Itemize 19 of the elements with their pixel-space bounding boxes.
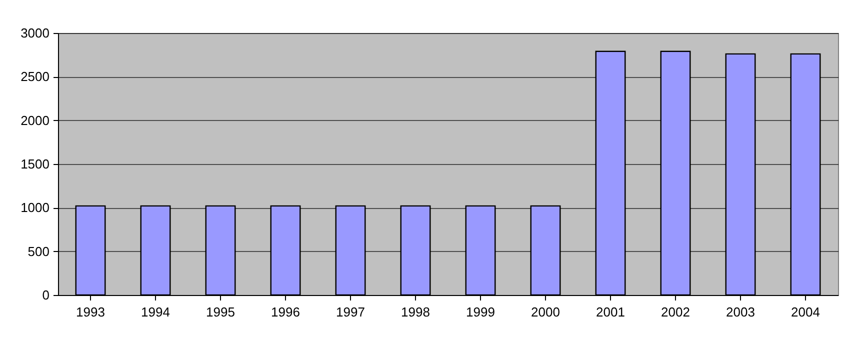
x-tick-label: 2000	[531, 304, 560, 320]
y-tick-label: 1500	[20, 156, 50, 172]
y-tick-label: 0	[42, 288, 50, 302]
y-tick-label: 2000	[20, 112, 50, 128]
x-tick-label: 1997	[336, 304, 365, 320]
x-tick-label: 2002	[661, 304, 690, 320]
y-tick-label: 1000	[20, 200, 50, 216]
x-tick-label: 1996	[271, 304, 300, 320]
x-tick-label: 1994	[141, 304, 170, 320]
x-tick-label: 1999	[466, 304, 495, 320]
x-tick-label: 1995	[206, 304, 235, 320]
x-tick-label: 2003	[726, 304, 755, 320]
y-tick-label: 2500	[20, 69, 50, 84]
x-tick-label: 1993	[76, 304, 105, 320]
x-tick-label: 1998	[401, 304, 430, 320]
x-tick-label: 2001	[596, 304, 625, 320]
y-tick-label: 3000	[20, 26, 50, 40]
y-tick-label: 500	[28, 244, 50, 259]
x-tick-label: 2004	[791, 304, 820, 320]
